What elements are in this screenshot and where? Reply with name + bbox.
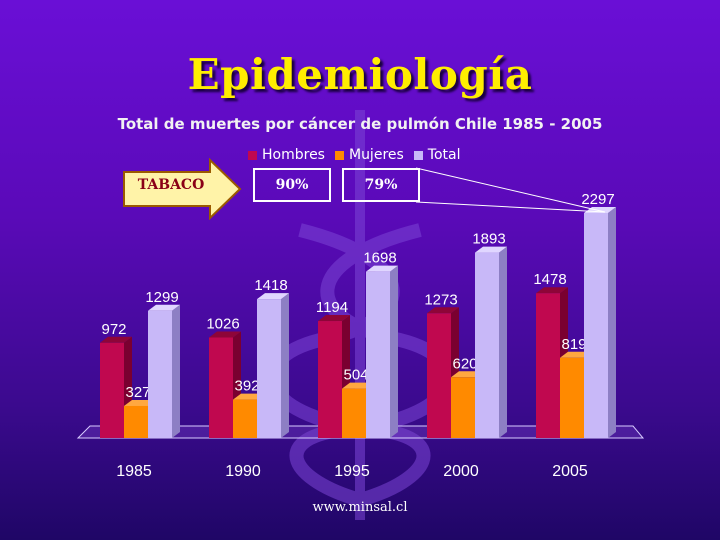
data-label-hombres-1995: 1194 [316, 299, 348, 316]
tabaco-label: TABACO [137, 177, 205, 193]
callout-line-top [415, 167, 606, 213]
x-tick-label-2000: 2000 [443, 463, 479, 480]
data-label-total-1990: 1418 [254, 277, 287, 294]
data-label-total-1995: 1698 [363, 250, 396, 267]
legend-item-mujeres: Mujeres [334, 147, 404, 163]
legend-swatch-hombres [248, 150, 257, 160]
legend-item-hombres: Hombres [248, 147, 325, 163]
legend-swatch-mujeres [334, 150, 344, 160]
bar-top-hombres-2005 [536, 287, 568, 294]
legend-label-total: Total [427, 147, 461, 163]
bar-mujeres-2005 [560, 357, 584, 438]
bar-total-2000 [475, 252, 499, 438]
x-tick-label-1995: 1995 [334, 463, 370, 480]
bar-total-2005 [584, 213, 608, 438]
bar-top-hombres-1995 [318, 315, 350, 322]
data-label-total-1985: 1299 [145, 289, 178, 306]
arrow-right-icon [123, 157, 242, 221]
slide-title: Epidemiología [187, 50, 533, 99]
bar-top-hombres-1985 [100, 336, 132, 343]
legend-swatch-total [413, 150, 423, 160]
x-tick-label-2005: 2005 [552, 463, 588, 480]
bar-side-total-2000 [499, 246, 507, 438]
bar-side-total-2005 [608, 207, 616, 438]
data-label-hombres-1985: 972 [101, 321, 126, 338]
bar-top-total-1985 [148, 304, 180, 311]
data-label-mujeres-1995: 504 [343, 367, 368, 384]
tabaco-arrow: TABACO [122, 157, 242, 221]
bar-hombres-1990 [209, 337, 233, 438]
bar-side-total-1990 [281, 293, 289, 438]
bar-side-total-1995 [390, 265, 398, 438]
bar-top-total-1990 [257, 293, 289, 300]
x-tick-label-1990: 1990 [225, 463, 261, 480]
legend-label-mujeres: Mujeres [348, 147, 404, 163]
chart-legend: Hombres Mujeres Total [248, 147, 461, 163]
data-label-mujeres-1985: 327 [125, 384, 150, 401]
bar-hombres-1985 [100, 342, 124, 438]
legend-label-hombres: Hombres [262, 147, 325, 163]
bar-hombres-1995 [318, 321, 342, 438]
legend-item-total: Total [413, 147, 461, 163]
bar-top-hombres-1990 [209, 331, 241, 338]
data-label-total-2005: 2297 [581, 191, 614, 208]
bar-total-1990 [257, 299, 281, 438]
hombres-percent-box: 90% [253, 168, 331, 202]
footer-url: www.minsal.cl [312, 500, 408, 515]
chart-title: Total de muertes por cáncer de pulmón Ch… [117, 115, 603, 133]
bar-top-total-1995 [366, 265, 398, 272]
bar-top-total-2000 [475, 246, 507, 253]
bar-hombres-2000 [427, 313, 451, 438]
data-label-mujeres-2000: 620 [452, 355, 477, 372]
bar-mujeres-1990 [233, 399, 257, 438]
x-tick-label-1985: 1985 [116, 463, 152, 480]
bar-mujeres-1995 [342, 388, 366, 438]
data-label-hombres-2000: 1273 [424, 291, 457, 308]
data-label-hombres-1990: 1026 [206, 315, 239, 332]
bar-top-hombres-2000 [427, 307, 459, 314]
data-label-mujeres-2005: 819 [561, 336, 586, 353]
bar-total-1995 [366, 271, 390, 438]
bar-mujeres-2000 [451, 377, 475, 438]
bar-side-total-1985 [172, 304, 180, 438]
bar-mujeres-1985 [124, 405, 148, 438]
mujeres-percent-box: 79% [342, 168, 420, 202]
data-label-mujeres-1990: 392 [234, 378, 259, 395]
bar-total-1985 [148, 310, 172, 438]
data-label-total-2000: 1893 [472, 231, 505, 248]
callout-line-bottom [415, 201, 606, 213]
data-label-hombres-2005: 1478 [533, 271, 566, 288]
bar-hombres-2005 [536, 293, 560, 438]
